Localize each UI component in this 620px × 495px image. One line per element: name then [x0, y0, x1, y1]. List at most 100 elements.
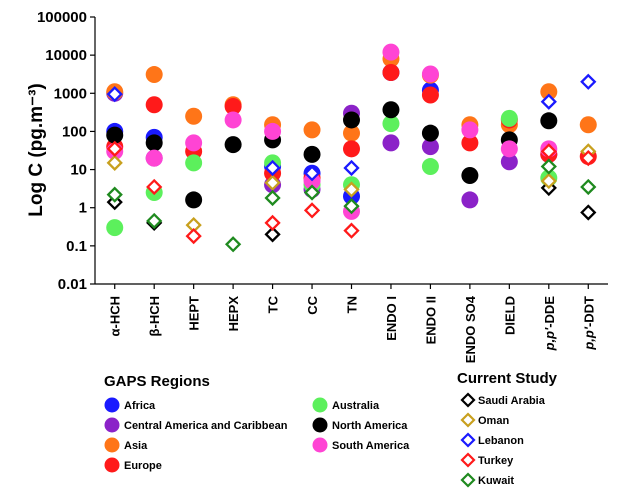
data-point-north-america	[303, 145, 321, 163]
legend-marker-africa	[104, 397, 120, 413]
legend-marker-oman	[460, 412, 476, 428]
data-point-south-america	[461, 121, 479, 139]
legend-marker-lebanon	[460, 432, 476, 448]
data-point-south-america	[145, 149, 163, 167]
data-point-europe	[343, 140, 360, 158]
data-point-south-america	[264, 122, 282, 140]
data-point-asia	[303, 121, 321, 139]
data-point-north-america	[106, 126, 124, 144]
legend-marker-central-america-and-caribbean	[104, 417, 120, 433]
series-central-america-and-caribbean	[106, 84, 558, 209]
data-point-lebanon	[580, 73, 597, 90]
y-tick-label: 100	[62, 123, 87, 140]
data-point-turkey	[580, 149, 597, 167]
series-oman	[106, 143, 597, 234]
data-point-europe	[224, 98, 242, 116]
data-point-north-america	[185, 191, 203, 209]
legend-label-kuwait: Kuwait	[478, 475, 514, 487]
data-point-asia	[145, 66, 163, 84]
y-tick-label: 10	[70, 162, 87, 179]
legend-label-turkey: Turkey	[478, 455, 514, 467]
legend-label-central-america-and-caribbean: Central America and Caribbean	[124, 420, 288, 432]
data-point-australia	[185, 154, 203, 172]
data-point-central-america-and-caribbean	[461, 191, 479, 209]
x-tick-label: TN	[345, 296, 360, 313]
x-tick-label: CC	[305, 295, 320, 314]
data-point-south-america	[382, 43, 400, 61]
data-point-turkey	[303, 202, 321, 219]
legend-marker-kuwait	[460, 472, 476, 488]
data-point-oman	[106, 154, 123, 171]
data-point-australia	[421, 158, 439, 176]
data-point-north-america	[343, 111, 360, 129]
data-point-europe	[461, 134, 479, 152]
data-point-central-america-and-caribbean	[500, 153, 518, 171]
data-point-kuwait	[264, 189, 281, 207]
data-point-turkey	[343, 222, 360, 239]
data-point-north-america	[540, 112, 558, 130]
data-point-lebanon	[540, 93, 557, 110]
y-axis: 0.01 0.1 1 10 100 1000 10000 100000	[37, 9, 96, 293]
x-tick-label: p,p'-DDE	[542, 296, 557, 352]
x-tick-label: TC	[266, 295, 281, 313]
data-point-kuwait	[343, 198, 360, 215]
data-point-australia	[382, 115, 400, 133]
data-point-turkey	[185, 227, 202, 245]
y-tick-label: 1	[79, 200, 87, 217]
data-point-australia	[106, 219, 124, 237]
legend-label-south-america: South America	[332, 440, 410, 452]
data-point-north-america	[145, 134, 163, 152]
data-point-kuwait	[224, 236, 242, 253]
data-point-europe	[421, 86, 439, 104]
y-tick-label: 0.1	[66, 238, 87, 255]
x-tick-label: ENDO I	[384, 296, 399, 341]
series-turkey	[106, 140, 597, 245]
data-point-north-america	[224, 136, 242, 154]
data-point-north-america	[382, 101, 400, 119]
x-tick-label: p,p'-DDT	[581, 296, 596, 351]
x-tick-label: DIELD	[502, 296, 517, 335]
data-point-lebanon	[343, 159, 360, 177]
data-point-kuwait	[540, 158, 557, 175]
data-point-south-america	[185, 134, 203, 152]
data-point-asia	[579, 116, 597, 134]
data-point-south-america	[224, 111, 242, 129]
series-lebanon	[106, 73, 597, 182]
data-point-kuwait	[106, 186, 123, 203]
data-point-north-america	[421, 124, 439, 142]
legend-label-saudi-arabia: Saudi Arabia	[478, 395, 546, 407]
x-tick-label: α-HCH	[108, 296, 123, 337]
data-point-oman	[540, 172, 557, 190]
data-point-saudi-arabia	[264, 226, 281, 243]
data-point-kuwait	[146, 212, 163, 230]
data-point-central-america-and-caribbean	[421, 138, 439, 156]
y-tick-label: 0.01	[58, 276, 87, 293]
y-axis-title: Log C (pg.m⁻³)	[26, 83, 47, 217]
y-tick-label: 10000	[45, 47, 87, 64]
data-point-lebanon	[264, 159, 281, 177]
y-tick-label: 1000	[54, 85, 87, 102]
data-point-turkey	[106, 140, 123, 157]
data-point-turkey	[540, 143, 557, 160]
x-tick-label: β-HCH	[147, 296, 162, 336]
data-point-central-america-and-caribbean	[382, 134, 400, 152]
series-kuwait	[106, 158, 597, 253]
legend-label-africa: Africa	[124, 400, 156, 412]
data-point-south-america	[421, 65, 439, 83]
legend-marker-north-america	[312, 417, 328, 433]
data-point-asia	[343, 124, 360, 142]
data-point-europe	[382, 64, 400, 82]
legend-title-current-study: Current Study	[457, 370, 558, 387]
x-axis: α-HCH β-HCH HEPT HEPX TC CC TN ENDO I ENDO II END…	[95, 283, 608, 363]
data-point-oman	[264, 174, 281, 191]
series-south-america	[106, 43, 558, 220]
data-point-lebanon	[303, 165, 321, 182]
legend-marker-turkey	[460, 452, 476, 468]
legend-label-europe: Europe	[124, 460, 162, 472]
data-point-asia	[185, 107, 203, 125]
legend-marker-south-america	[312, 437, 328, 453]
data-point-lebanon	[106, 86, 123, 103]
legend-label-lebanon: Lebanon	[478, 435, 524, 447]
y-tick-label: 100000	[37, 9, 87, 26]
